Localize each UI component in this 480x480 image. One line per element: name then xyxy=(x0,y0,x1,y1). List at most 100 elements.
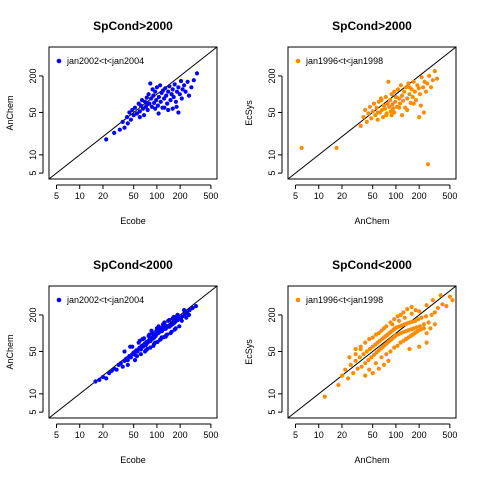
data-point xyxy=(347,355,352,360)
data-point xyxy=(379,355,384,360)
y-axis: 5 10 50 200 xyxy=(28,68,44,176)
x-tick-label: 100 xyxy=(149,430,164,440)
data-point xyxy=(186,93,192,98)
data-point xyxy=(162,96,167,101)
data-point xyxy=(149,104,154,109)
data-point xyxy=(401,98,406,103)
data-point xyxy=(163,86,168,91)
data-point xyxy=(353,346,358,352)
data-point xyxy=(180,87,185,92)
data-point xyxy=(416,317,421,322)
x-axis: 5 10 20 50 100 200 500 xyxy=(293,184,457,201)
data-point xyxy=(166,318,171,323)
data-point xyxy=(387,104,392,109)
data-point xyxy=(391,106,396,111)
x-tick-label: 500 xyxy=(442,430,457,440)
data-point xyxy=(392,317,397,322)
data-point xyxy=(366,111,371,116)
y-tick-label: 50 xyxy=(267,346,277,356)
data-point xyxy=(144,95,149,100)
data-point xyxy=(432,69,437,74)
data-point xyxy=(412,89,417,94)
plot-frame xyxy=(48,46,218,180)
data-point xyxy=(399,113,405,118)
data-point xyxy=(182,83,187,88)
data-point xyxy=(379,98,384,103)
y-tick-label: 10 xyxy=(28,150,38,160)
y-tick-label: 200 xyxy=(28,307,38,322)
data-point xyxy=(413,308,418,313)
data-point xyxy=(146,333,151,339)
data-point xyxy=(358,123,363,128)
data-point xyxy=(401,310,406,315)
data-point xyxy=(407,92,412,97)
data-point xyxy=(355,366,360,371)
data-point xyxy=(138,103,143,108)
data-point xyxy=(154,85,159,90)
data-point xyxy=(373,361,378,366)
y-tick-label: 5 xyxy=(28,410,38,415)
data-points xyxy=(322,293,455,399)
y-axis-label: EcSys xyxy=(244,339,254,365)
panel-spcond-gt-2000-anchem-vs-ecobe: SpCond>2000 5 10 20 50 100 200 500 5 10 50 200 Ec… xyxy=(5,19,218,226)
data-point xyxy=(346,376,351,381)
data-point xyxy=(348,362,353,367)
data-point xyxy=(425,162,431,167)
panel-title: SpCond<2000 xyxy=(93,258,173,272)
data-point xyxy=(134,354,139,359)
data-point xyxy=(421,110,426,115)
data-point xyxy=(155,103,160,108)
data-point xyxy=(141,336,147,341)
x-tick-label: 10 xyxy=(314,191,324,201)
data-point xyxy=(427,73,432,78)
data-point xyxy=(389,113,394,118)
data-point xyxy=(170,316,175,321)
y-axis-label: EcSys xyxy=(244,100,254,126)
y-tick-label: 50 xyxy=(28,346,38,356)
data-point xyxy=(421,326,426,331)
panel-title: SpCond>2000 xyxy=(332,19,412,33)
data-point xyxy=(361,115,366,120)
data-point xyxy=(158,99,163,104)
legend-label: jan2002<t<jan2004 xyxy=(66,56,144,66)
data-point xyxy=(366,358,371,363)
data-point xyxy=(416,86,421,91)
data-point xyxy=(363,361,368,366)
panel-title: SpCond>2000 xyxy=(93,19,173,33)
data-point xyxy=(145,107,150,113)
data-point xyxy=(179,96,184,101)
y-axis: 5 10 50 200 xyxy=(28,307,44,415)
data-point xyxy=(334,145,339,150)
legend: jan2002<t<jan2004 xyxy=(56,56,144,66)
data-point xyxy=(375,117,380,122)
data-point xyxy=(397,96,402,101)
legend: jan1996<t<jan1998 xyxy=(295,295,383,305)
data-point xyxy=(405,307,410,312)
data-point xyxy=(382,106,387,111)
data-point xyxy=(432,322,437,327)
y-tick-label: 200 xyxy=(28,68,38,83)
data-point xyxy=(384,352,389,357)
data-point xyxy=(299,145,304,150)
data-point xyxy=(393,99,398,104)
data-point xyxy=(118,361,123,366)
x-axis-label: AnChem xyxy=(354,455,389,465)
data-point xyxy=(367,104,372,109)
data-point xyxy=(150,331,155,336)
data-point xyxy=(384,324,389,329)
data-point xyxy=(146,92,151,97)
data-point xyxy=(165,101,170,106)
data-point xyxy=(386,358,391,363)
data-point xyxy=(395,343,400,348)
data-point xyxy=(388,320,393,325)
data-point xyxy=(166,89,171,94)
data-point xyxy=(444,304,449,309)
data-point xyxy=(130,344,135,349)
data-point xyxy=(168,331,173,336)
data-point xyxy=(438,293,443,298)
data-point xyxy=(393,94,398,100)
data-point xyxy=(410,94,415,100)
y-tick-label: 10 xyxy=(267,389,277,399)
y-tick-label: 5 xyxy=(28,171,38,176)
data-point xyxy=(178,78,184,84)
